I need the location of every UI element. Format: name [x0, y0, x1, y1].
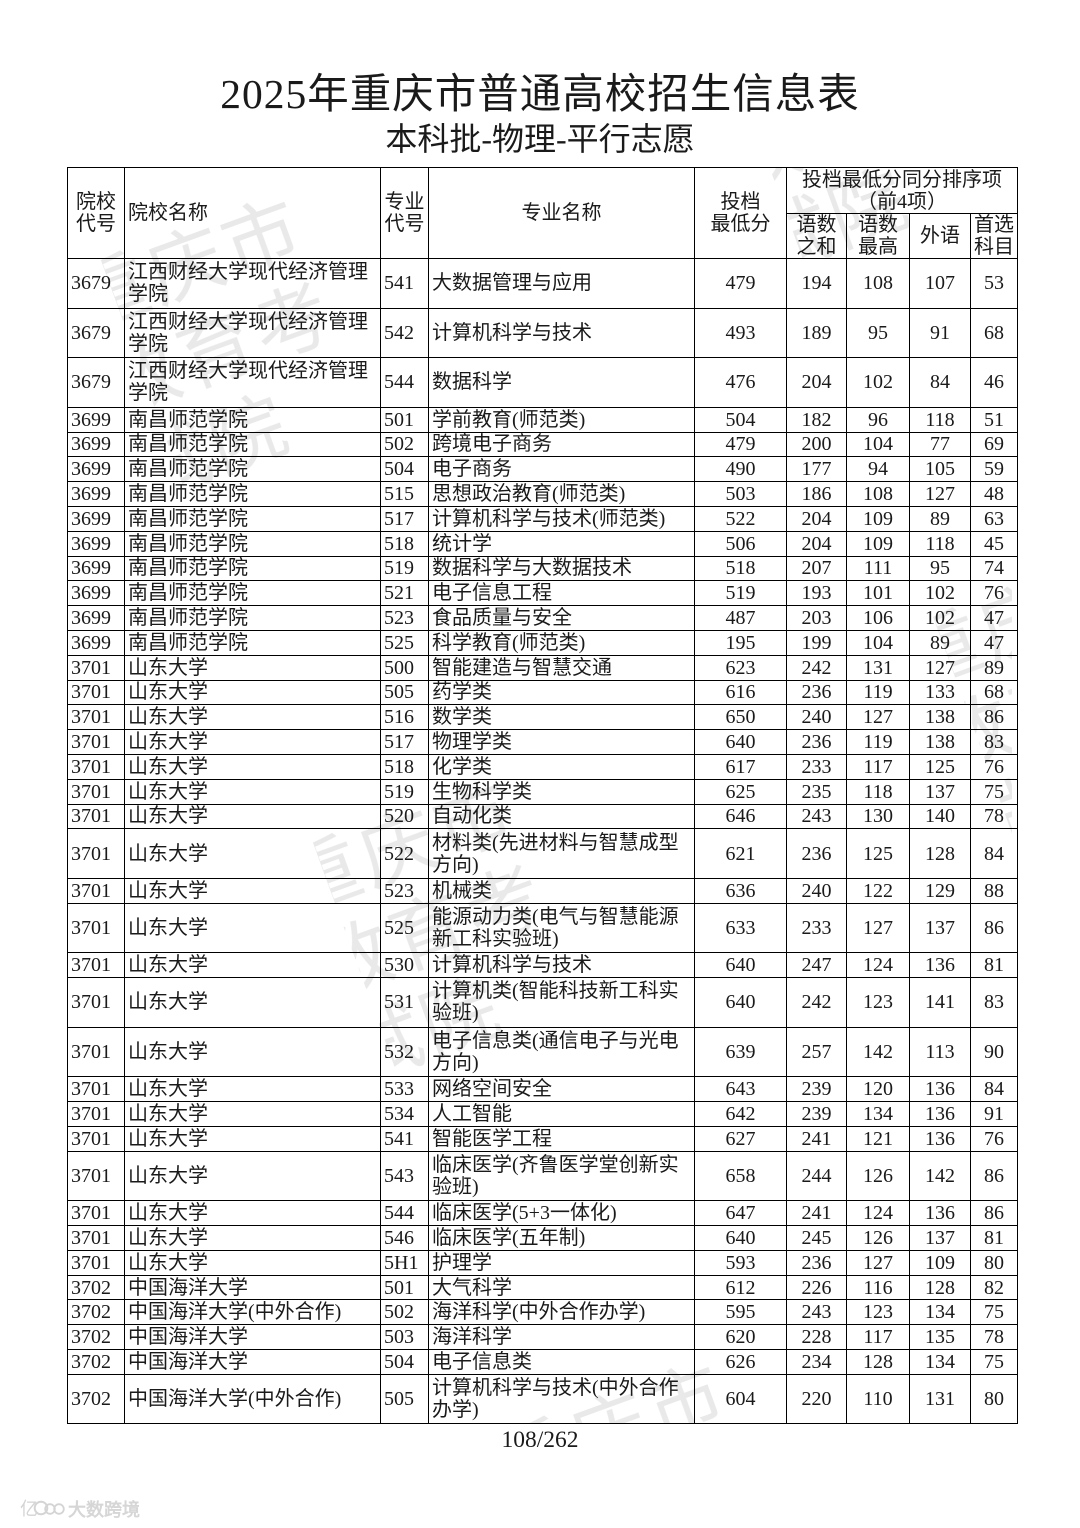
- svg-text:大数跨境: 大数跨境: [68, 1499, 140, 1520]
